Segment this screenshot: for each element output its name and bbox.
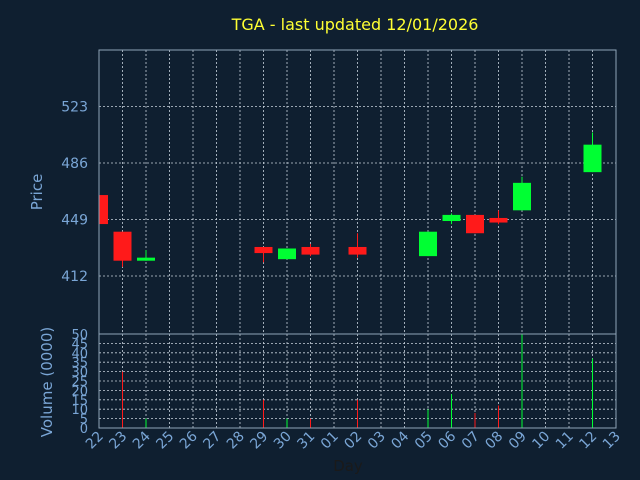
price-tick-label: 449 — [61, 212, 88, 228]
x-tick-label: 06 — [435, 428, 459, 452]
volume-panel-frame — [98, 333, 617, 429]
candle-body — [442, 214, 461, 222]
x-tick-label: 28 — [224, 429, 248, 453]
chart-title: TGA - last updated 12/01/2026 — [231, 15, 479, 34]
x-tick-label: 13 — [600, 429, 624, 453]
x-tick-label: 09 — [506, 429, 530, 453]
volume-tick-label: 15 — [71, 394, 88, 409]
x-tick-label: 27 — [200, 429, 224, 453]
x-tick-label: 02 — [341, 429, 365, 453]
volume-tick-label: 35 — [71, 356, 88, 371]
x-tick-label: 25 — [153, 429, 177, 453]
x-tick-label: 31 — [294, 429, 318, 453]
volume-tick-label: 5 — [80, 413, 88, 428]
x-tick-label: 03 — [365, 429, 389, 453]
x-tick-label: 01 — [318, 429, 342, 453]
candle-body — [137, 257, 155, 261]
x-axis-label: Day — [333, 457, 363, 475]
price-grid — [98, 50, 617, 334]
candles — [98, 132, 602, 267]
candle-body — [113, 231, 132, 261]
candle-body — [278, 248, 296, 260]
volume-tick-label: 45 — [71, 337, 88, 352]
volume-tick-label: 10 — [71, 403, 88, 418]
x-tick-label: 04 — [388, 428, 412, 452]
candle-body — [348, 246, 367, 255]
candle-body — [513, 182, 531, 211]
volume-bars — [122, 334, 593, 428]
volume-tick-label: 40 — [71, 347, 88, 362]
price-axis: 412 449 486 523 — [61, 99, 88, 284]
candle-body — [99, 195, 108, 225]
volume-axis-label: Volume (0000) — [38, 327, 56, 437]
y-axis-label: Price — [28, 174, 46, 211]
x-tick-label: 23 — [106, 429, 130, 453]
volume-tick-label: 25 — [71, 375, 88, 390]
x-tick-label: 26 — [177, 428, 201, 452]
x-tick-label: 29 — [247, 429, 271, 453]
price-tick-label: 523 — [61, 99, 88, 115]
price-tick-label: 412 — [61, 269, 88, 285]
candle-body — [254, 246, 273, 254]
x-tick-label: 12 — [576, 429, 600, 453]
candle-body — [489, 217, 508, 223]
x-tick-label: 24 — [130, 428, 154, 452]
x-tick-label: 05 — [412, 429, 436, 453]
price-tick-label: 486 — [61, 156, 88, 172]
x-axis: 22 23 24 25 26 27 28 29 30 31 01 02 03 04 05 06 07 08 09 10… — [83, 428, 624, 452]
volume-tick-label: 30 — [71, 366, 88, 381]
candle-body — [466, 214, 484, 234]
volume-tick-label: 0 — [80, 422, 88, 437]
volume-tick-label: 20 — [71, 384, 88, 399]
x-tick-label: 08 — [482, 429, 506, 453]
candle-body — [583, 144, 602, 173]
x-tick-label: 30 — [271, 429, 295, 453]
x-tick-label: 11 — [553, 429, 577, 453]
candle-body — [301, 246, 320, 255]
x-tick-label: 07 — [459, 429, 483, 453]
x-tick-label: 10 — [529, 429, 553, 453]
candle-body — [419, 231, 437, 257]
volume-tick-label: 50 — [71, 328, 88, 343]
